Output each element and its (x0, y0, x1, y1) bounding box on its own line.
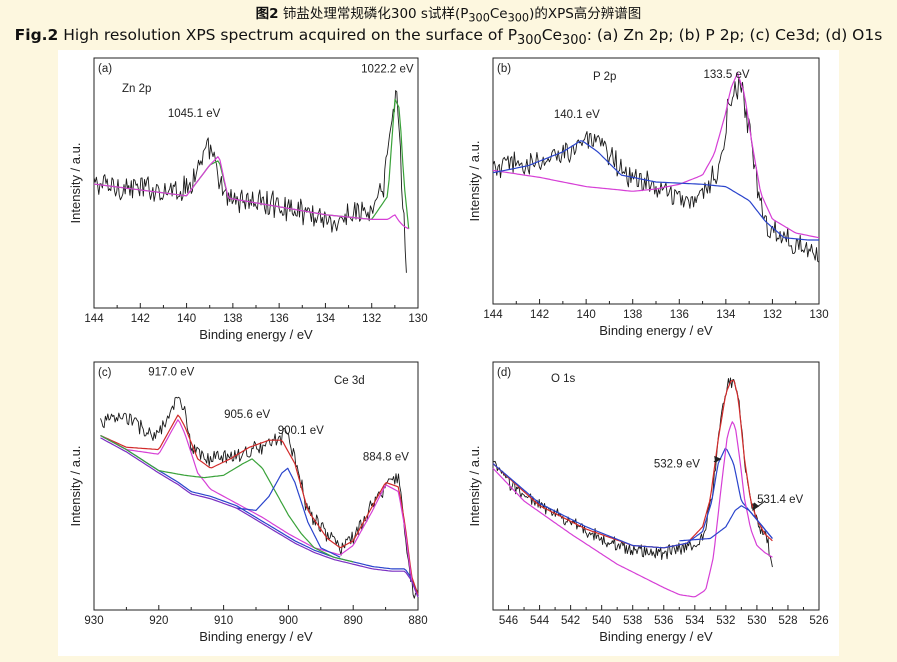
peak-annotation: 900.1 eV (278, 425, 324, 437)
peak-annotation: 140.1 eV (554, 109, 600, 121)
peak-annotation: 531.4 eV (757, 494, 803, 506)
panel-letter: (c) (98, 367, 112, 379)
xps-figure: 144 142 140 138 136 134 132 130 Binding energy /… (58, 50, 839, 656)
x-tick-label: 526 (809, 615, 828, 627)
chart-title: O 1s (551, 373, 576, 385)
x-tick-label: 130 (809, 309, 828, 321)
x-tick-label: 134 (316, 313, 336, 325)
caption-cn-text-c: )的XPS高分辨谱图 (529, 6, 642, 22)
panel-letter: (b) (497, 63, 511, 75)
caption-cn-sub-1: 300 (468, 11, 490, 25)
series-raw (492, 76, 820, 263)
chart-title: P 2p (593, 71, 616, 83)
x-tick-label: 544 (530, 615, 550, 627)
x-tick-label: 930 (84, 615, 103, 627)
x-tick-label: 136 (270, 313, 289, 325)
peak-annotation: 1045.1 eV (168, 108, 221, 120)
peak-annotation: 532.9 eV (654, 459, 700, 471)
x-tick-label: 920 (149, 615, 168, 627)
caption-en-text-a: High resolution XPS spectrum acquired on… (58, 26, 518, 44)
caption-cn-text-a: 铈盐处理常规磷化300 s试样(P (278, 6, 469, 22)
caption-en-text-b: Ce (541, 26, 563, 44)
x-tick-label: 880 (408, 615, 427, 627)
series-fit-magenta (100, 419, 419, 598)
x-tick-label: 140 (577, 309, 596, 321)
x-tick-label: 142 (530, 309, 549, 321)
y-axis-label: Intensity / a.u. (467, 446, 482, 527)
series-fit-magenta (492, 421, 773, 598)
series-baseline-purple (100, 437, 419, 598)
x-axis-label: Binding energy / eV (599, 323, 713, 338)
x-tick-label: 542 (561, 615, 580, 627)
peak-annotation: 917.0 eV (148, 366, 194, 378)
x-tick-label: 534 (685, 615, 705, 627)
series-fit-green (100, 434, 354, 563)
series-fit-magenta (93, 156, 409, 230)
peak-annotation: 1022.2 eV (361, 64, 414, 76)
x-tick-label: 540 (592, 615, 611, 627)
x-axis-label: Binding energy / eV (199, 629, 313, 644)
x-tick-label: 130 (408, 313, 427, 325)
y-axis-label: Intensity / a.u. (68, 446, 83, 527)
panel-a: 144 142 140 138 136 134 132 130 Binding energy /… (68, 57, 428, 342)
series-raw (492, 377, 773, 568)
x-tick-label: 530 (747, 615, 766, 627)
x-tick-label: 910 (214, 615, 233, 627)
x-axis-label: Binding energy / eV (199, 327, 313, 342)
series-fit-blue2 (236, 467, 341, 558)
x-tick-label: 900 (279, 615, 298, 627)
arrow-head (752, 502, 760, 511)
x-tick-label: 140 (177, 313, 196, 325)
series-fit-blue (492, 447, 773, 549)
x-tick-label: 138 (223, 313, 242, 325)
caption-en-text-c: : (a) Zn 2p; (b) P 2p; (c) Ce3d; (d) O1s (586, 26, 883, 44)
x-tick-label: 132 (763, 309, 782, 321)
plot-frame (492, 57, 820, 305)
arrow-head (714, 455, 722, 463)
chart-title: Zn 2p (122, 83, 151, 95)
x-axis-label: Binding energy / eV (599, 629, 713, 644)
x-tick-label: 142 (131, 313, 150, 325)
chart-title: Ce 3d (334, 375, 365, 387)
x-tick-label: 132 (362, 313, 381, 325)
caption-english: Fig.2 High resolution XPS spectrum acqui… (0, 26, 897, 48)
caption-cn-sub-2: 300 (507, 11, 530, 25)
panel-letter: (a) (98, 63, 112, 75)
panel-letter: (d) (497, 367, 511, 379)
x-tick-label: 532 (716, 615, 735, 627)
x-tick-label: 890 (344, 615, 363, 627)
y-axis-label: Intensity / a.u. (68, 143, 83, 224)
panel-b: 144 142 140 138 136 134 132 130 Binding energy /… (467, 57, 829, 338)
peak-annotation: 905.6 eV (224, 409, 270, 421)
series-fit-envelope (100, 414, 419, 595)
x-tick-label: 538 (623, 615, 642, 627)
x-tick-label: 144 (483, 309, 503, 321)
x-tick-label: 136 (670, 309, 689, 321)
caption-cn-text-b: Ce (489, 6, 508, 22)
caption-cn-fig-number: 图2 (255, 6, 279, 22)
series-raw (93, 90, 407, 273)
series-fit-blue2 (679, 505, 773, 542)
xps-figure-canvas: 144 142 140 138 136 134 132 130 Binding energy /… (68, 57, 829, 644)
series-fit-blue (492, 140, 819, 241)
x-tick-label: 138 (623, 309, 642, 321)
panel-c: 930 920 910 900 890 880 Binding energy / eV Int… (68, 361, 428, 644)
series-fit-envelope (492, 379, 773, 549)
x-tick-label: 536 (654, 615, 673, 627)
peak-annotation: 884.8 eV (363, 451, 409, 463)
x-tick-label: 546 (499, 615, 518, 627)
peak-annotation: 133.5 eV (704, 69, 750, 81)
caption-en-fig-number: Fig.2 (14, 26, 59, 44)
x-tick-label: 134 (716, 309, 736, 321)
series-fit-magenta (492, 72, 820, 239)
caption-en-sub-1: 300 (517, 33, 542, 49)
plot-frame (492, 361, 820, 611)
caption-en-sub-2: 300 (562, 33, 587, 49)
plot-frame (93, 361, 419, 611)
x-tick-label: 144 (84, 313, 104, 325)
y-axis-label: Intensity / a.u. (467, 141, 482, 222)
caption-chinese: 图2 铈盐处理常规磷化300 s试样(P300Ce300)的XPS高分辨谱图 (0, 2, 897, 25)
panel-d: 546 544 542 540 538 536 534 532 530 528 526 Binding… (467, 361, 829, 644)
x-tick-label: 528 (778, 615, 797, 627)
